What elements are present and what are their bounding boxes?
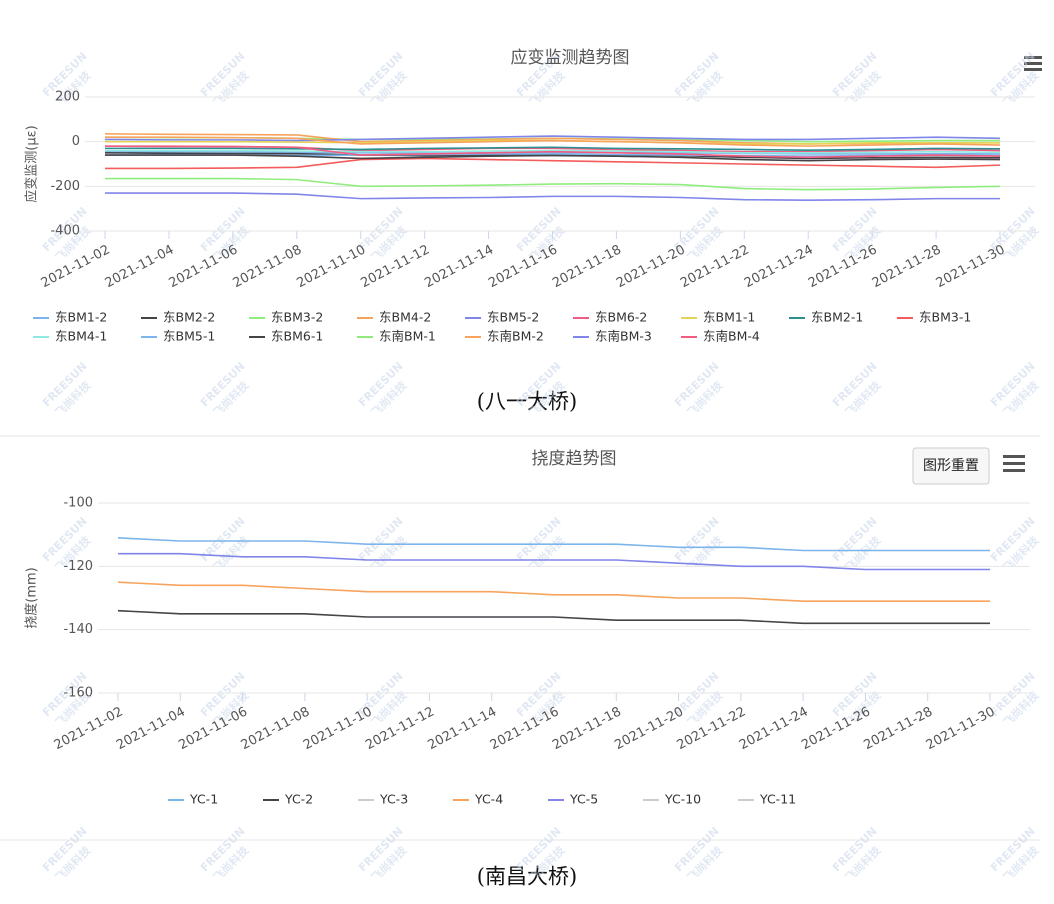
x-tick-label: 2021-11-20 bbox=[612, 704, 686, 753]
legend-label: 东BM1-2 bbox=[55, 310, 107, 325]
legend-label: 东南BM-3 bbox=[595, 329, 652, 344]
x-tick-label: 2021-11-08 bbox=[239, 704, 313, 753]
y-tick-label: -140 bbox=[63, 622, 93, 637]
series-line bbox=[117, 581, 990, 602]
series-line bbox=[105, 177, 1001, 191]
legend-label: 东BM4-1 bbox=[55, 329, 107, 344]
menu-icon[interactable] bbox=[1024, 56, 1042, 71]
legend-label: 东BM6-2 bbox=[595, 310, 647, 325]
panel-1 bbox=[0, 40, 1040, 370]
legend-label: YC-5 bbox=[569, 792, 598, 807]
legend-label: 东BM5-1 bbox=[163, 329, 215, 344]
x-tick-label: 2021-11-30 bbox=[924, 704, 998, 753]
y-tick-label: -120 bbox=[63, 559, 93, 574]
chart-title: 应变监测趋势图 bbox=[511, 48, 630, 68]
legend-label: 东BM2-2 bbox=[163, 310, 215, 325]
series-line bbox=[105, 192, 1000, 201]
x-tick-label: 2021-11-04 bbox=[114, 704, 188, 753]
series-line bbox=[117, 537, 990, 552]
series-line bbox=[105, 145, 1001, 159]
legend-label: YC-1 bbox=[189, 792, 218, 807]
series-line bbox=[118, 552, 990, 571]
series-line bbox=[117, 609, 990, 625]
legend-label: 东BM4-2 bbox=[379, 310, 431, 325]
legend-label: YC-10 bbox=[664, 792, 701, 807]
legend-label: 东BM5-2 bbox=[487, 310, 539, 325]
y-tick-label: -200 bbox=[50, 179, 80, 194]
x-tick-label: 2021-11-28 bbox=[861, 704, 935, 753]
y-axis-label: 应变监测(με) bbox=[24, 125, 40, 202]
legend-label: 东南BM-2 bbox=[487, 329, 544, 344]
x-tick-label: 2021-11-14 bbox=[425, 704, 499, 753]
legend-label: 东BM2-1 bbox=[811, 310, 863, 325]
legend-label: 东BM3-2 bbox=[271, 310, 323, 325]
y-tick-label: 0 bbox=[72, 134, 80, 149]
legend-label: 东BM3-1 bbox=[919, 310, 971, 325]
legend-label: YC-11 bbox=[759, 792, 796, 807]
x-tick-label: 2021-11-10 bbox=[301, 704, 375, 753]
legend-label: 东南BM-1 bbox=[379, 329, 436, 344]
y-tick-label: 200 bbox=[55, 90, 80, 105]
reset-button[interactable]: 图形重置 bbox=[912, 447, 990, 485]
reset-label[interactable]: 图形重置 bbox=[923, 458, 979, 474]
x-tick-label: 2021-11-24 bbox=[737, 704, 811, 753]
caption: (南昌大桥) bbox=[477, 865, 577, 889]
series-line bbox=[105, 149, 1001, 154]
series-line bbox=[105, 154, 1001, 162]
x-tick-label: 2021-11-18 bbox=[550, 704, 624, 753]
legend-label: YC-2 bbox=[284, 792, 313, 807]
legend-label: 东南BM-4 bbox=[703, 329, 760, 344]
series-line bbox=[104, 135, 1001, 142]
series-line bbox=[105, 157, 1001, 170]
legend-label: 东BM6-1 bbox=[271, 329, 323, 344]
series-line bbox=[105, 150, 1001, 155]
series-line bbox=[105, 146, 1001, 151]
legend-label: YC-4 bbox=[474, 792, 503, 807]
chart-title: 挠度趋势图 bbox=[532, 449, 617, 469]
menu-icon[interactable] bbox=[1003, 455, 1025, 472]
series-line bbox=[105, 136, 1001, 147]
y-tick-label: -400 bbox=[50, 224, 80, 239]
y-tick-label: -160 bbox=[63, 686, 93, 701]
legend-label: 东BM1-1 bbox=[703, 310, 755, 325]
caption: (八一大桥) bbox=[477, 390, 577, 414]
y-axis-label: 挠度(mm) bbox=[24, 567, 40, 628]
y-tick-label: -100 bbox=[63, 496, 93, 511]
legend-label: YC-3 bbox=[379, 792, 408, 807]
x-tick-label: 2021-11-12 bbox=[363, 704, 437, 753]
